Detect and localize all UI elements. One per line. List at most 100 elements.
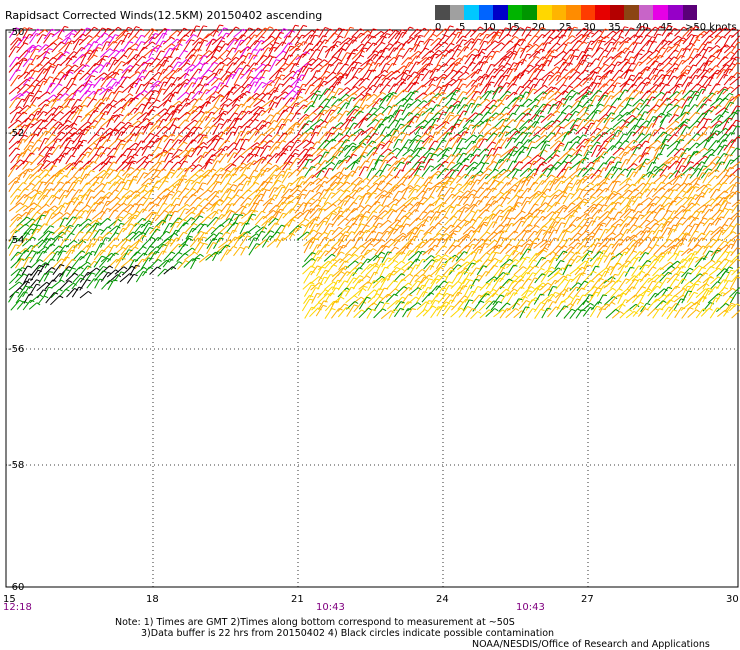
wind-barb-flag	[450, 177, 455, 180]
wind-barb-flag	[51, 82, 56, 85]
wind-barb-flag	[515, 97, 520, 100]
wind-barb-flag	[379, 83, 384, 86]
wind-barb-flag	[490, 90, 495, 93]
wind-barb-flag	[163, 151, 168, 154]
wind-barb-flag	[530, 125, 535, 129]
wind-barb-flag	[409, 61, 414, 64]
wind-barb-flag	[581, 145, 586, 148]
wind-barb	[724, 146, 732, 158]
wind-barb-flag	[171, 83, 176, 86]
wind-barb-flag	[526, 86, 531, 89]
wind-barb-flag	[674, 67, 679, 70]
wind-barb-flag	[687, 133, 692, 137]
wind-barb-flag	[212, 124, 217, 128]
wind-barb	[659, 166, 668, 177]
wind-barb-flag	[388, 182, 393, 186]
wind-barb-flag	[101, 136, 106, 139]
wind-barb-flag	[200, 110, 205, 114]
wind-barb-flag	[197, 54, 203, 57]
wind-barb	[350, 145, 361, 156]
wind-barb	[43, 66, 51, 79]
wind-barb-flag	[85, 173, 90, 176]
wind-barb	[652, 74, 663, 86]
wind-barb-flag	[225, 32, 230, 35]
wind-barb	[337, 102, 347, 115]
wind-barb-flag	[134, 35, 139, 39]
wind-barb-flag	[611, 156, 616, 159]
wind-barb	[253, 156, 264, 166]
wind-barb-flag	[30, 141, 35, 144]
wind-barb	[317, 139, 327, 151]
wind-barb-flag	[308, 158, 314, 161]
wind-barb	[518, 146, 526, 156]
wind-barb-flag	[401, 81, 406, 84]
wind-barb	[407, 81, 416, 93]
wind-barb	[234, 39, 242, 53]
wind-barb	[520, 125, 531, 136]
wind-barb	[569, 153, 579, 163]
wind-barb	[485, 68, 495, 80]
wind-barb-flag	[573, 128, 578, 132]
wind-barb	[653, 174, 664, 184]
wind-barb-flag	[508, 67, 513, 71]
wind-barb-flag	[627, 103, 632, 107]
wind-barb	[79, 160, 90, 171]
wind-barb	[149, 71, 159, 81]
wind-barb	[282, 62, 293, 72]
wind-barb	[217, 84, 225, 94]
wind-barb-flag	[154, 47, 159, 49]
wind-barb	[352, 93, 362, 102]
wind-barb-flag	[448, 180, 453, 183]
wind-barb-flag	[246, 125, 251, 128]
wind-barb	[660, 127, 672, 138]
wind-barb	[661, 134, 669, 144]
wind-barb-flag	[191, 147, 196, 151]
wind-barb	[435, 120, 447, 130]
wind-barb-flag	[533, 173, 538, 175]
wind-barb	[289, 63, 296, 73]
wind-barb	[591, 155, 602, 164]
wind-barb-flag	[377, 187, 382, 191]
wind-barb	[171, 149, 180, 159]
wind-barb	[443, 177, 452, 186]
wind-barb-flag	[568, 182, 573, 185]
wind-barb	[310, 90, 318, 100]
wind-barb-flag	[171, 133, 176, 137]
wind-barb	[569, 168, 581, 178]
wind-barb	[191, 77, 199, 88]
wind-barb	[290, 96, 300, 107]
wind-barb	[79, 173, 87, 185]
wind-barb	[22, 152, 32, 165]
wind-barb	[30, 139, 39, 150]
wind-barb	[205, 154, 213, 165]
wind-barb-flag	[144, 89, 148, 94]
wind-barb	[575, 91, 587, 101]
wind-barb	[128, 63, 137, 73]
wind-barb-flag	[512, 25, 517, 28]
wind-barb	[673, 106, 680, 116]
wind-barb-flag	[484, 55, 489, 58]
wind-barb	[148, 33, 156, 44]
wind-barb	[113, 143, 122, 156]
wind-barb	[170, 100, 180, 109]
wind-barb	[247, 130, 257, 143]
wind-barb-flag	[70, 98, 75, 101]
wind-barb-flag	[709, 35, 714, 39]
wind-barb	[325, 126, 334, 137]
wind-barb	[479, 83, 488, 95]
wind-barb-flag	[704, 69, 709, 73]
wind-barb-flag	[573, 119, 577, 123]
wind-barb-flag	[221, 40, 226, 43]
wind-barb	[59, 110, 71, 121]
wind-barb-flag	[648, 39, 653, 43]
wind-barb	[484, 50, 493, 59]
wind-barb-flag	[639, 143, 644, 147]
wind-barb-flag	[329, 28, 334, 31]
wind-barb-flag	[154, 106, 159, 109]
wind-barb	[637, 174, 644, 184]
wind-barb-flag	[639, 90, 644, 94]
wind-barb	[428, 53, 436, 65]
wind-barb-flag	[535, 68, 541, 71]
wind-barb-flag	[428, 181, 433, 184]
wind-barb-flag	[286, 162, 291, 166]
